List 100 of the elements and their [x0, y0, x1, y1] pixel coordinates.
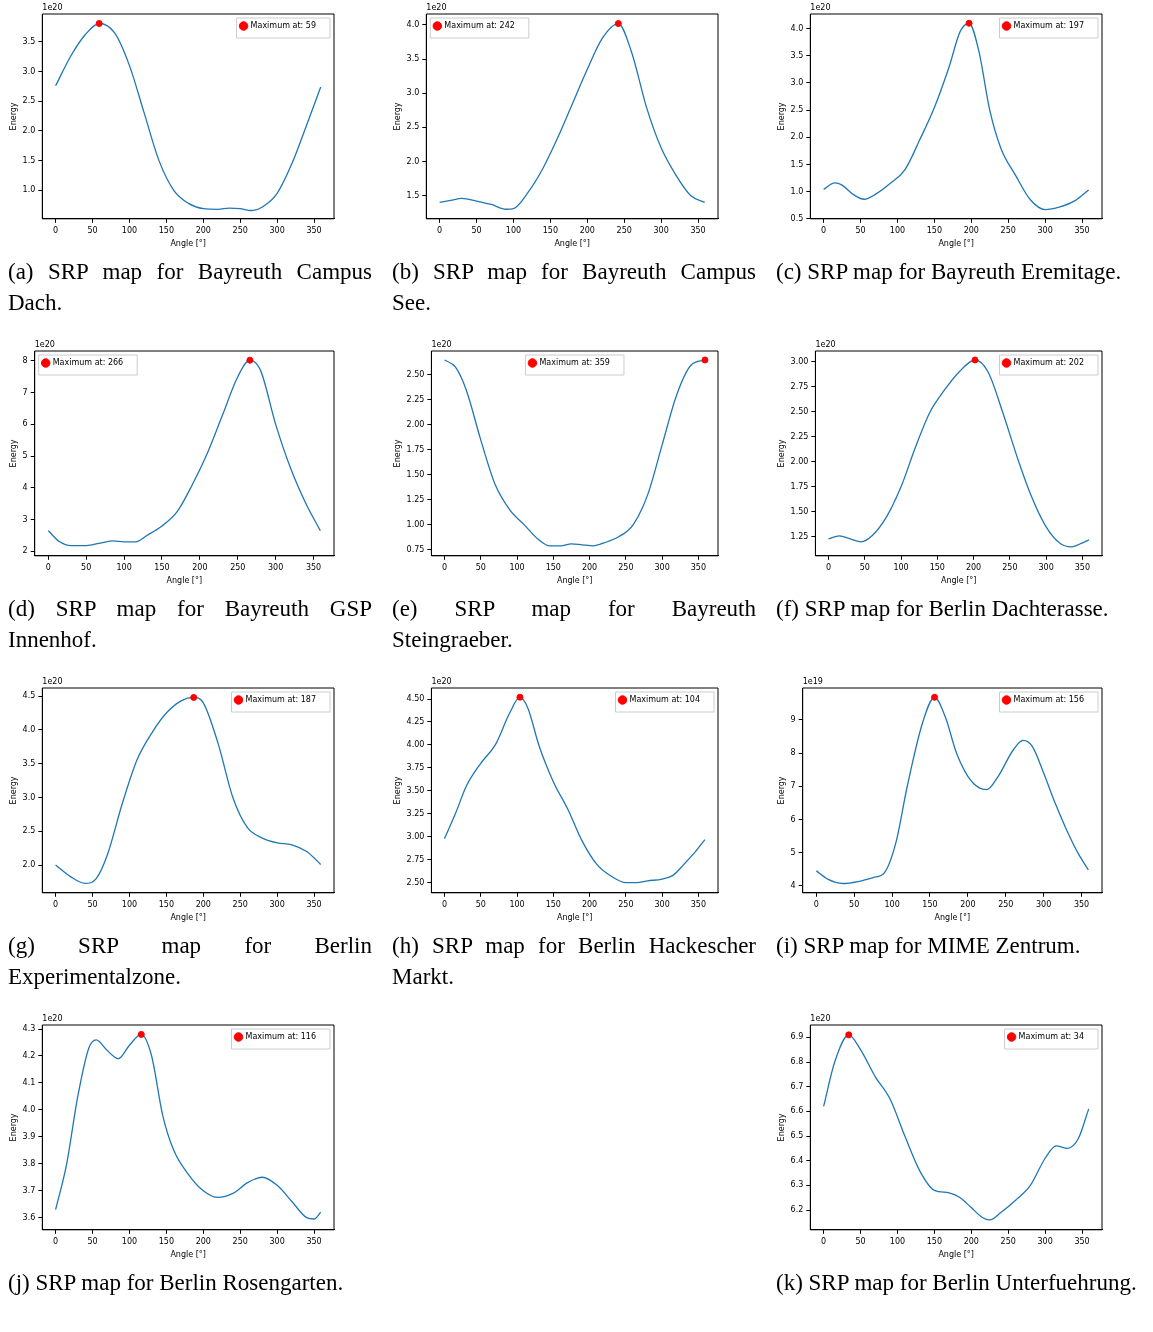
legend-label: Maximum at: 266 [52, 358, 124, 368]
y-tick-label: 1.25 [406, 494, 425, 504]
y-tick-label: 2.5 [22, 826, 36, 836]
x-tick-label: 150 [542, 225, 559, 235]
y-axis-title: Energy [8, 439, 18, 468]
x-tick-label: 350 [1074, 562, 1091, 572]
text: 1e20 [42, 677, 63, 687]
y-tick-label: 2.25 [406, 395, 425, 405]
x-tick-label: 300 [1038, 562, 1054, 572]
y-tick-label: 6.9 [790, 1032, 804, 1042]
y-axis-title: Energy [392, 439, 402, 468]
text: 1e20 [815, 340, 836, 350]
x-tick-label: 150 [158, 225, 175, 235]
y-tick-label: 3 [22, 514, 28, 524]
y-tick-label: 4.0 [790, 23, 804, 33]
x-tick-label: 100 [509, 562, 525, 572]
y-tick-label: 6 [790, 814, 796, 824]
y-tick-label: 1.75 [406, 444, 425, 454]
x-tick-label: 200 [581, 899, 598, 909]
y-tick-label: 3.8 [22, 1158, 36, 1168]
x-tick-label: 150 [545, 562, 561, 572]
y-tick-label: 3.00 [406, 831, 425, 841]
x-tick-label: 200 [192, 562, 208, 572]
x-tick-label: 150 [158, 1236, 175, 1246]
text: (e) SRP map for Bayreuth Steingraeber. [392, 595, 756, 654]
y-tick-label: 3.7 [22, 1185, 36, 1195]
y-axis-title: Energy [776, 776, 786, 805]
x-tick-label: 300 [269, 225, 285, 235]
x-tick-label: 150 [158, 899, 175, 909]
y-tick-label: 4.5 [22, 691, 36, 701]
x-tick-label: 50 [87, 225, 98, 235]
y-tick-label: 2.25 [790, 431, 809, 441]
y-axis-title: Energy [776, 439, 786, 468]
y-tick-label: 7 [790, 781, 796, 791]
y-tick-label: 4.0 [22, 1104, 36, 1114]
x-tick-label: 100 [509, 899, 525, 909]
x-tick-label: 300 [1036, 899, 1052, 909]
y-tick-label: 3.0 [22, 66, 36, 76]
y-tick-label: 2.50 [790, 407, 809, 417]
y-tick-label: 2.5 [406, 122, 420, 132]
x-tick-label: 350 [1074, 225, 1090, 235]
y-tick-label: 4.50 [406, 694, 425, 704]
x-tick-label: 100 [116, 562, 132, 572]
x-tick-label: 0 [441, 899, 448, 909]
x-tick-label: 300 [1037, 225, 1053, 235]
y-tick-label: 1.5 [790, 159, 804, 169]
x-tick-label: 250 [618, 899, 634, 909]
text: (j) SRP map for Berlin Rosengarten. [8, 1269, 345, 1297]
text: (i) SRP map for MIME Zentrum. [776, 932, 1082, 960]
text: 1e20 [431, 340, 452, 350]
x-tick-label: 250 [616, 225, 632, 235]
x-tick-label: 0 [53, 225, 59, 235]
y-tick-label: 7 [22, 387, 28, 397]
y-tick-label: 2.0 [790, 132, 804, 142]
legend-label: Maximum at: 197 [1013, 21, 1085, 31]
text: 1e19 [802, 677, 823, 687]
legend-label: Maximum at: 187 [245, 695, 317, 705]
text: 1e20 [34, 340, 55, 350]
x-tick-label: 250 [232, 1236, 248, 1246]
y-tick-label: 2.5 [22, 96, 36, 106]
x-tick-label: 50 [475, 562, 486, 572]
y-tick-label: 1.75 [790, 481, 809, 491]
x-tick-label: 350 [306, 899, 322, 909]
x-tick-label: 0 [441, 562, 448, 572]
legend-label: Maximum at: 202 [1013, 358, 1085, 368]
y-tick-label: 3.00 [790, 357, 809, 367]
y-tick-label: 1.00 [406, 519, 425, 529]
x-tick-label: 300 [269, 1236, 285, 1246]
y-tick-label: 6.7 [790, 1081, 804, 1091]
x-tick-label: 300 [653, 225, 669, 235]
x-tick-label: 50 [81, 562, 92, 572]
y-axis-title: Energy [8, 1113, 18, 1142]
y-tick-label: 9 [790, 714, 796, 724]
x-tick-label: 350 [306, 1236, 322, 1246]
y-axis-title: Energy [8, 776, 18, 805]
y-tick-label: 2.5 [790, 105, 804, 115]
x-axis-title: Angle [°] [166, 576, 203, 586]
y-tick-label: 6 [22, 419, 28, 429]
x-tick-label: 350 [1074, 1236, 1090, 1246]
legend-label: Maximum at: 242 [444, 21, 515, 31]
x-tick-label: 50 [87, 899, 98, 909]
x-tick-label: 350 [306, 225, 322, 235]
y-tick-label: 3.0 [406, 88, 420, 98]
y-axis-title: Energy [8, 102, 18, 131]
text: (f) SRP map for Berlin Dachterasse. [776, 595, 1110, 623]
y-tick-label: 3.5 [790, 50, 804, 60]
y-tick-label: 3.5 [22, 36, 36, 46]
legend-label: Maximum at: 34 [1018, 1032, 1084, 1042]
y-tick-label: 2.75 [790, 382, 809, 392]
x-axis-title: Angle [°] [554, 239, 590, 249]
y-tick-label: 8 [790, 748, 796, 758]
y-tick-label: 6.2 [790, 1205, 804, 1215]
x-tick-label: 100 [889, 225, 906, 235]
y-tick-label: 4.0 [406, 20, 420, 29]
text: (a) SRP map for Bayreuth Campus Dach. [8, 258, 372, 317]
y-tick-label: 6.5 [790, 1131, 804, 1141]
y-tick-label: 4.1 [22, 1078, 36, 1088]
x-axis-title: Angle [°] [556, 576, 593, 586]
x-axis-title: Angle [°] [170, 913, 206, 923]
x-tick-label: 200 [579, 225, 595, 235]
